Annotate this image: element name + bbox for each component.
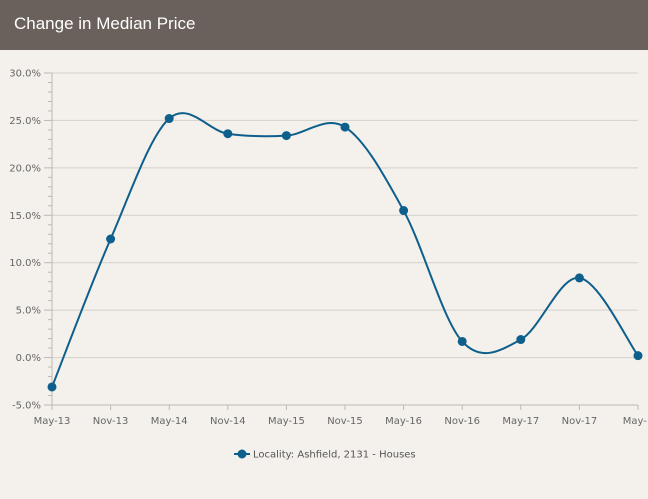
data-point[interactable] [574,273,584,283]
legend[interactable]: Locality: Ashfield, 2131 - Houses [234,449,416,461]
data-point[interactable] [281,131,291,141]
series-layer [47,112,643,392]
x-tick-label: Nov-15 [327,416,363,427]
data-point[interactable] [106,234,116,244]
data-point[interactable] [164,114,174,124]
x-tick-label: May-16 [385,416,422,427]
axes [44,72,638,406]
y-tick-label: 5.0% [16,306,41,317]
chart-header: Change in Median Price [0,0,648,50]
x-tick-label: May-13 [34,416,71,427]
data-point[interactable] [399,206,409,216]
x-tick-label: May-14 [151,416,188,427]
y-tick-label: 15.0% [9,211,41,222]
line-chart: 30.0% 25.0% 20.0% 15.0% 10.0% 5.0% 0.0% -5.0% M… [9,69,648,461]
legend-marker [237,449,247,459]
y-tick-label: 10.0% [9,258,41,269]
data-point[interactable] [633,351,643,361]
x-tick-label: Nov-14 [210,416,246,427]
x-tick-label: Nov-16 [444,416,480,427]
data-point[interactable] [223,129,233,139]
legend-label[interactable]: Locality: Ashfield, 2131 - Houses [253,450,416,461]
chart-title: Change in Median Price [14,14,196,33]
y-axis-ticks: 30.0% 25.0% 20.0% 15.0% 10.0% 5.0% 0.0% -5.0% [9,69,41,412]
x-tick-label: Nov-13 [93,416,129,427]
data-point[interactable] [340,122,350,132]
series-line [51,112,639,388]
y-tick-label: 20.0% [9,163,41,174]
x-tick-label: May-17 [502,416,539,427]
x-axis-ticks: May-13 Nov-13 May-14 Nov-14 May-15 Nov-15 May-… [34,405,648,427]
y-tick-label: 25.0% [9,116,41,127]
y-tick-label: -5.0% [12,401,41,412]
grid-lines [52,72,638,406]
x-tick-label: Nov-17 [562,416,598,427]
data-point[interactable] [457,336,467,346]
x-tick-label: May-1 [623,416,648,427]
data-point[interactable] [516,335,526,345]
data-point[interactable] [47,382,57,392]
x-tick-label: May-15 [268,416,305,427]
y-tick-label: 0.0% [16,353,41,364]
y-tick-label: 30.0% [9,69,41,80]
